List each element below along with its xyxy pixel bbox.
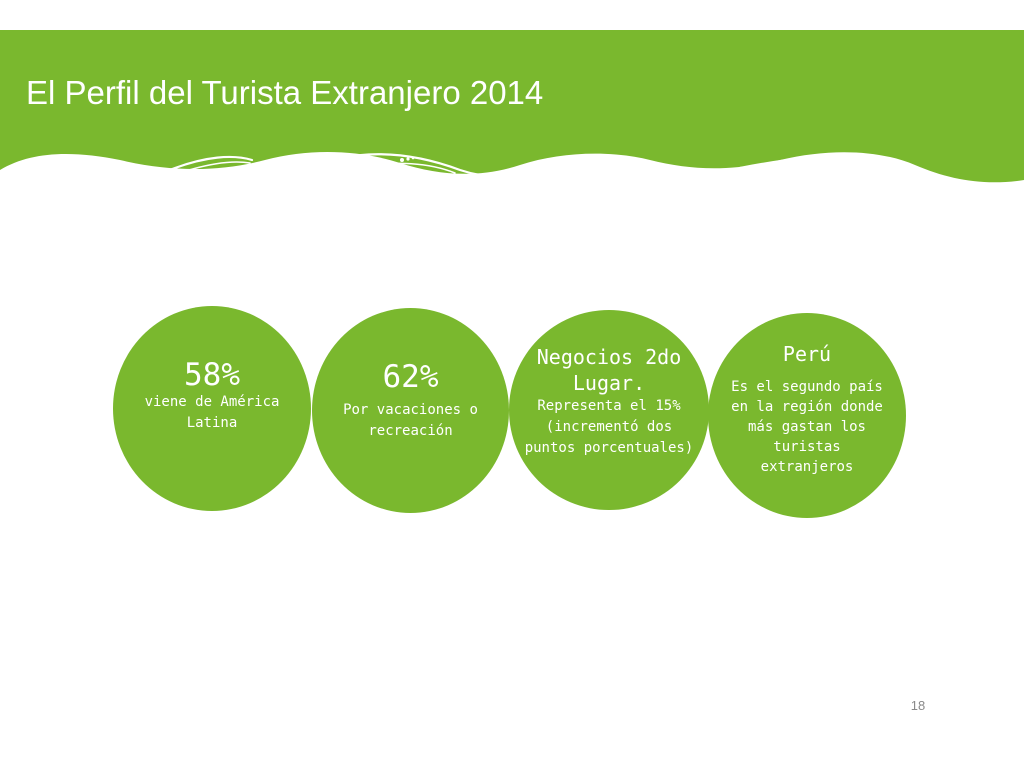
header-swirl-dots xyxy=(150,156,857,175)
slide-title: El Perfil del Turista Extranjero 2014 xyxy=(26,74,544,111)
stat-body: Es el segundo país en la región donde má… xyxy=(731,379,883,475)
stat-headline: 58% xyxy=(184,357,240,393)
stat-circle-content: Negocios 2do Lugar. Representa el 15% (i… xyxy=(523,344,695,459)
stat-circle-vacation: 62% Por vacaciones o recreación xyxy=(312,308,509,513)
stat-circle-peru: Perú Es el segundo país en la región don… xyxy=(708,313,906,518)
page-number: 18 xyxy=(910,698,926,713)
stat-circle-content: 58% viene de América Latina xyxy=(133,358,291,434)
stat-headline: Perú xyxy=(782,342,832,366)
stat-headline: 62% xyxy=(382,359,439,395)
stat-headline: Negocios 2do Lugar. xyxy=(536,345,682,395)
stat-circle-business: Negocios 2do Lugar. Representa el 15% (i… xyxy=(509,310,709,510)
header-band xyxy=(0,30,1024,194)
stat-circle-latin-america: 58% viene de América Latina xyxy=(113,306,311,511)
header-green-wave xyxy=(0,30,1024,183)
stat-circle-content: 62% Por vacaciones o recreación xyxy=(330,360,491,442)
stat-body: Representa el 15% (incrementó dos puntos… xyxy=(524,398,694,456)
stat-body: Por vacaciones o recreación xyxy=(343,402,478,439)
stat-circle-content: Perú Es el segundo país en la región don… xyxy=(726,341,888,477)
stat-body: viene de América Latina xyxy=(144,394,280,431)
